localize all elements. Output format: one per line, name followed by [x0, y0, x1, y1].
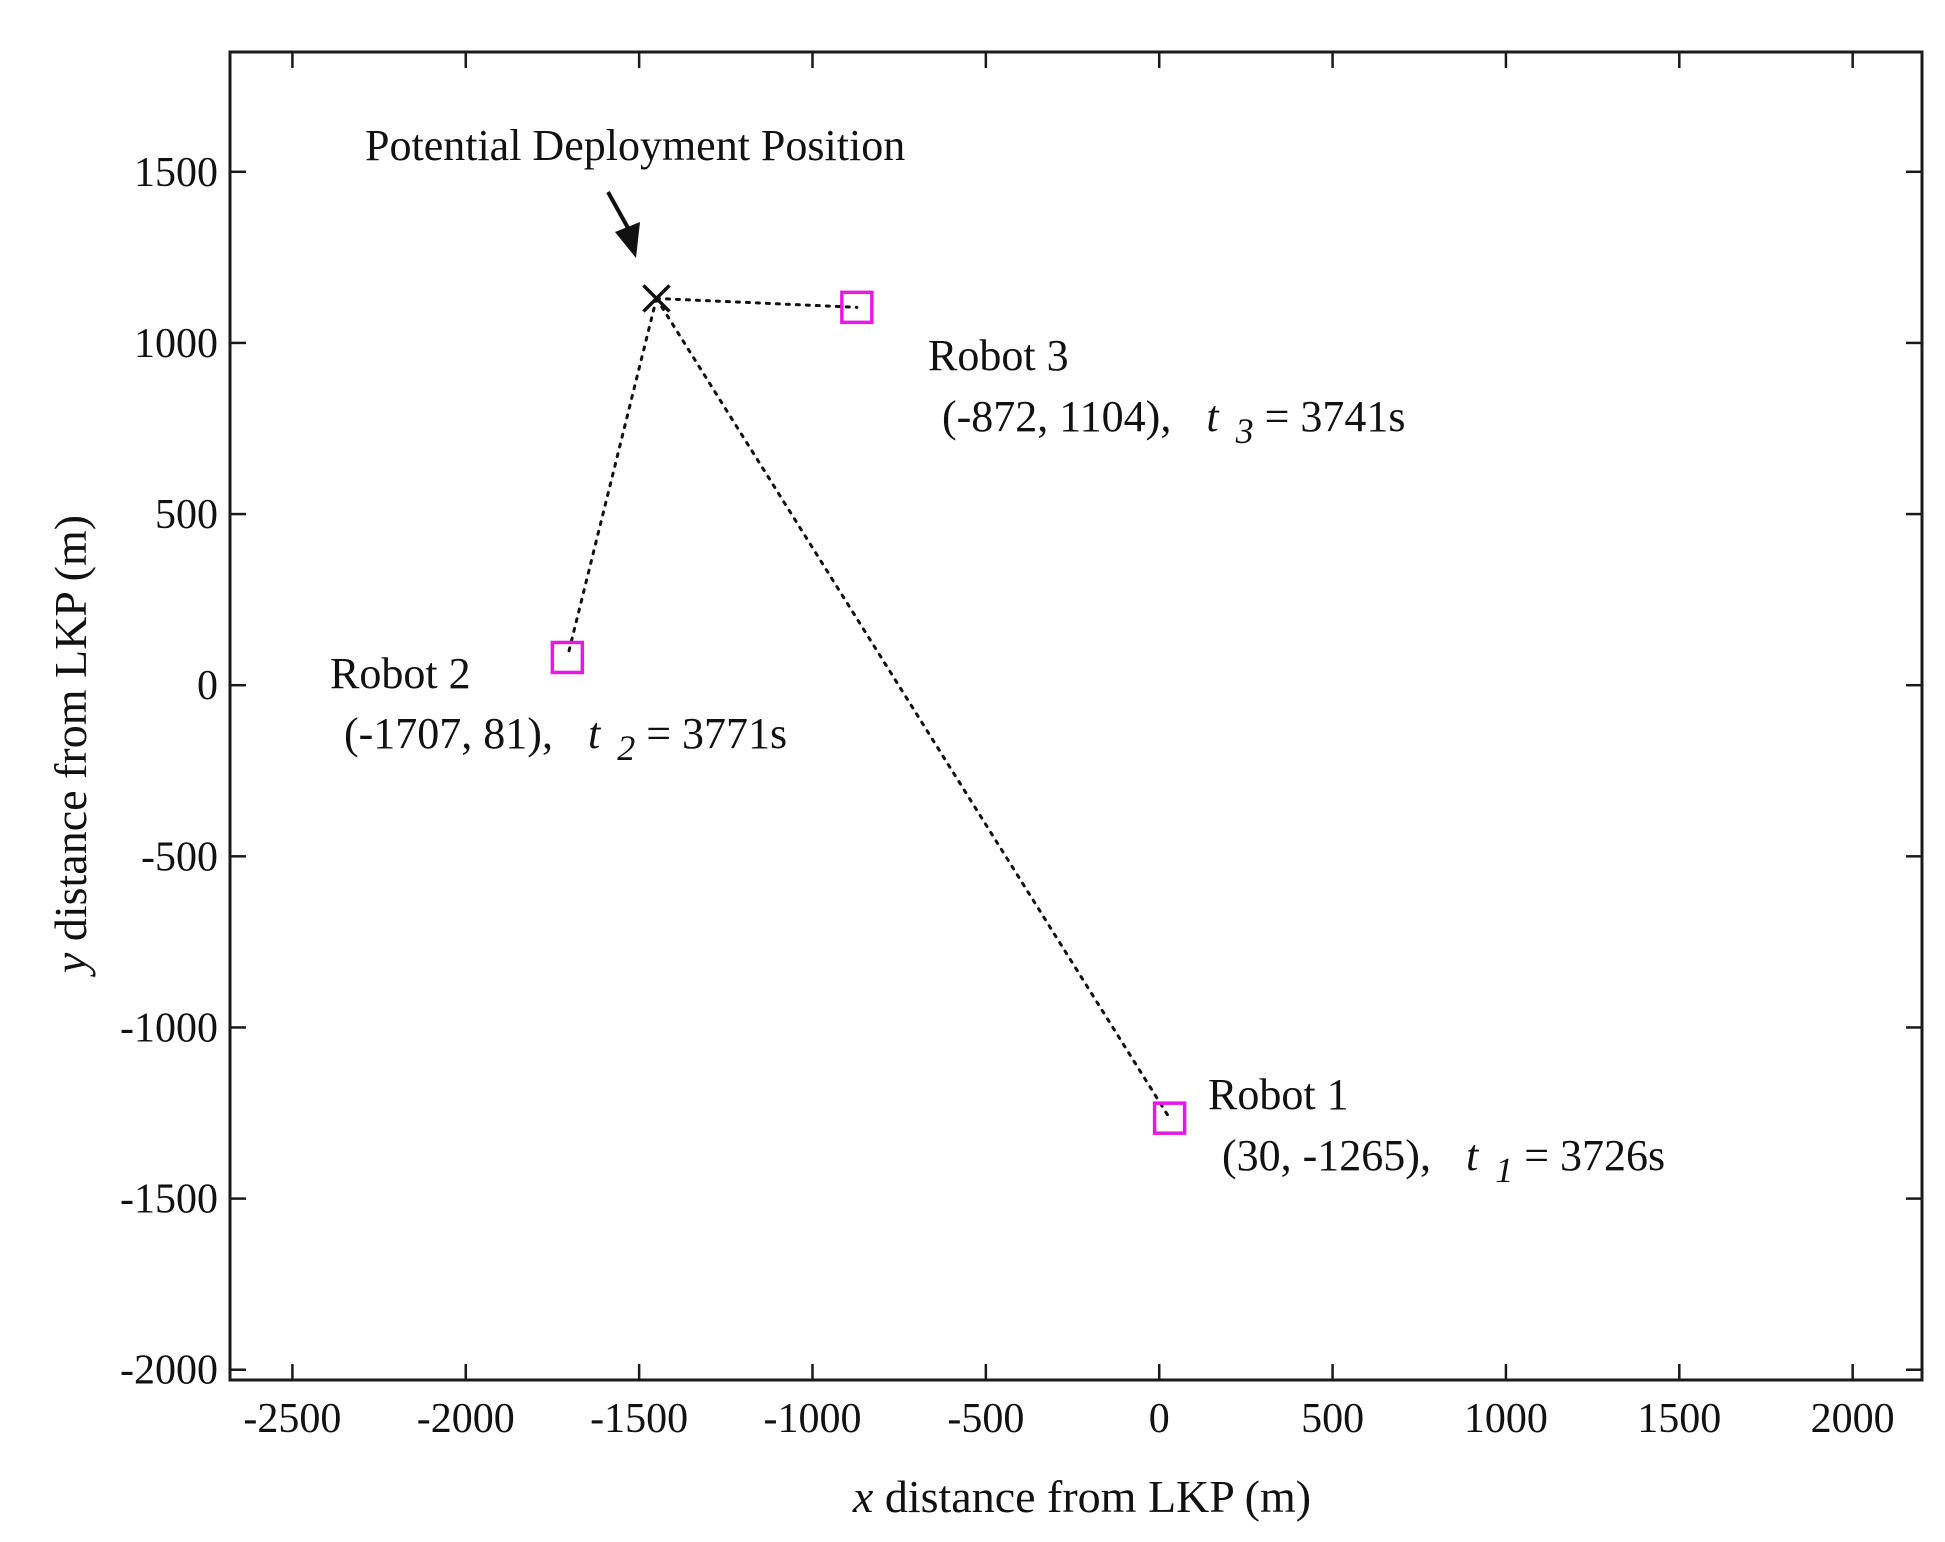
- x-tick-label: -2000: [417, 1396, 515, 1442]
- plot-frame: [228, 50, 1924, 1382]
- y-tick-label: 500: [155, 492, 218, 538]
- robot-annotation-3: Robot 3 (-872, 1104), t 3 = 3741s: [928, 331, 1406, 453]
- y-tick-label: -1000: [120, 1005, 218, 1051]
- y-tick-label: -2000: [120, 1348, 218, 1394]
- robot-1-time-var: t: [1466, 1131, 1480, 1180]
- robot-2-marker: [550, 640, 585, 675]
- robot-1-time-sub: 1: [1495, 1150, 1513, 1190]
- y-tick-label: 1500: [134, 150, 218, 196]
- x-axis-var: x: [852, 1471, 874, 1522]
- deployment-label: Potential Deployment Position: [365, 121, 905, 170]
- x-tick-label: 500: [1301, 1396, 1364, 1442]
- robot-1-marker: [1152, 1101, 1187, 1135]
- deployment-arrow: [606, 191, 640, 258]
- x-axis-text: distance from LKP (m): [885, 1471, 1311, 1522]
- robot-1-time-value: = 3726s: [1524, 1131, 1665, 1180]
- robot-2-info: (-1707, 81), t 2 = 3771s: [344, 709, 787, 770]
- robot-annotation-2: Robot 2 (-1707, 81), t 2 = 3771s: [330, 649, 787, 770]
- x-axis-title: x distance from LKP (m): [852, 1471, 1311, 1522]
- robot-3-info: (-872, 1104), t 3 = 3741s: [942, 392, 1406, 453]
- x-tick-label: 1500: [1637, 1396, 1721, 1442]
- robot-3-time-value: = 3741s: [1265, 392, 1406, 441]
- x-tick-label: 2000: [1811, 1396, 1895, 1442]
- robot-2-time-value: = 3771s: [646, 709, 787, 758]
- link-line-robot-3: [654, 296, 859, 309]
- robot-2-name: Robot 2: [330, 649, 471, 698]
- x-tick-label: -1000: [763, 1396, 861, 1442]
- y-axis-var: y: [45, 952, 96, 977]
- y-tick-label: -1500: [120, 1177, 218, 1223]
- x-tick-label: -1500: [590, 1396, 688, 1442]
- robot-annotation-1: Robot 1 (30, -1265), t 1 = 3726s: [1208, 1070, 1665, 1192]
- y-axis-title: y distance from LKP (m): [45, 515, 96, 977]
- link-line-robot-1: [654, 296, 1172, 1120]
- y-axis-text: distance from LKP (m): [45, 515, 96, 941]
- connection-lines: [565, 296, 1172, 1120]
- link-line-robot-2: [565, 296, 658, 659]
- x-tick-label: -500: [947, 1396, 1024, 1442]
- robot-1-info: (30, -1265), t 1 = 3726s: [1222, 1131, 1665, 1192]
- y-tick-label: 0: [197, 663, 218, 709]
- robot-3-time-var: t: [1206, 392, 1220, 441]
- x-tick-label: -2500: [243, 1396, 341, 1442]
- robot-1-coords: (30, -1265),: [1222, 1131, 1431, 1180]
- markers-layer: [550, 284, 1187, 1135]
- ticks-layer: -2500 -2000 -1500 -1000 -500 0 500 1000 1500 2000…: [120, 52, 1922, 1442]
- robot-3-marker: [840, 290, 874, 325]
- robot-2-coords: (-1707, 81),: [344, 709, 553, 758]
- robot-3-time-sub: 3: [1235, 411, 1254, 451]
- robot-labels: Robot 1 (30, -1265), t 1 = 3726s Robot 2…: [330, 331, 1665, 1192]
- robot-1-name: Robot 1: [1208, 1070, 1349, 1119]
- robot-2-time-sub: 2: [617, 728, 635, 768]
- x-tick-label: 1000: [1464, 1396, 1548, 1442]
- y-tick-label: -500: [141, 834, 218, 880]
- y-tick-label: 1000: [134, 321, 218, 367]
- x-tick-label: 0: [1149, 1396, 1170, 1442]
- robot-3-coords: (-872, 1104),: [942, 392, 1171, 441]
- robot-3-name: Robot 3: [928, 331, 1069, 380]
- deployment-marker-stroke-b: [642, 284, 671, 313]
- robot-2-time-var: t: [588, 709, 602, 758]
